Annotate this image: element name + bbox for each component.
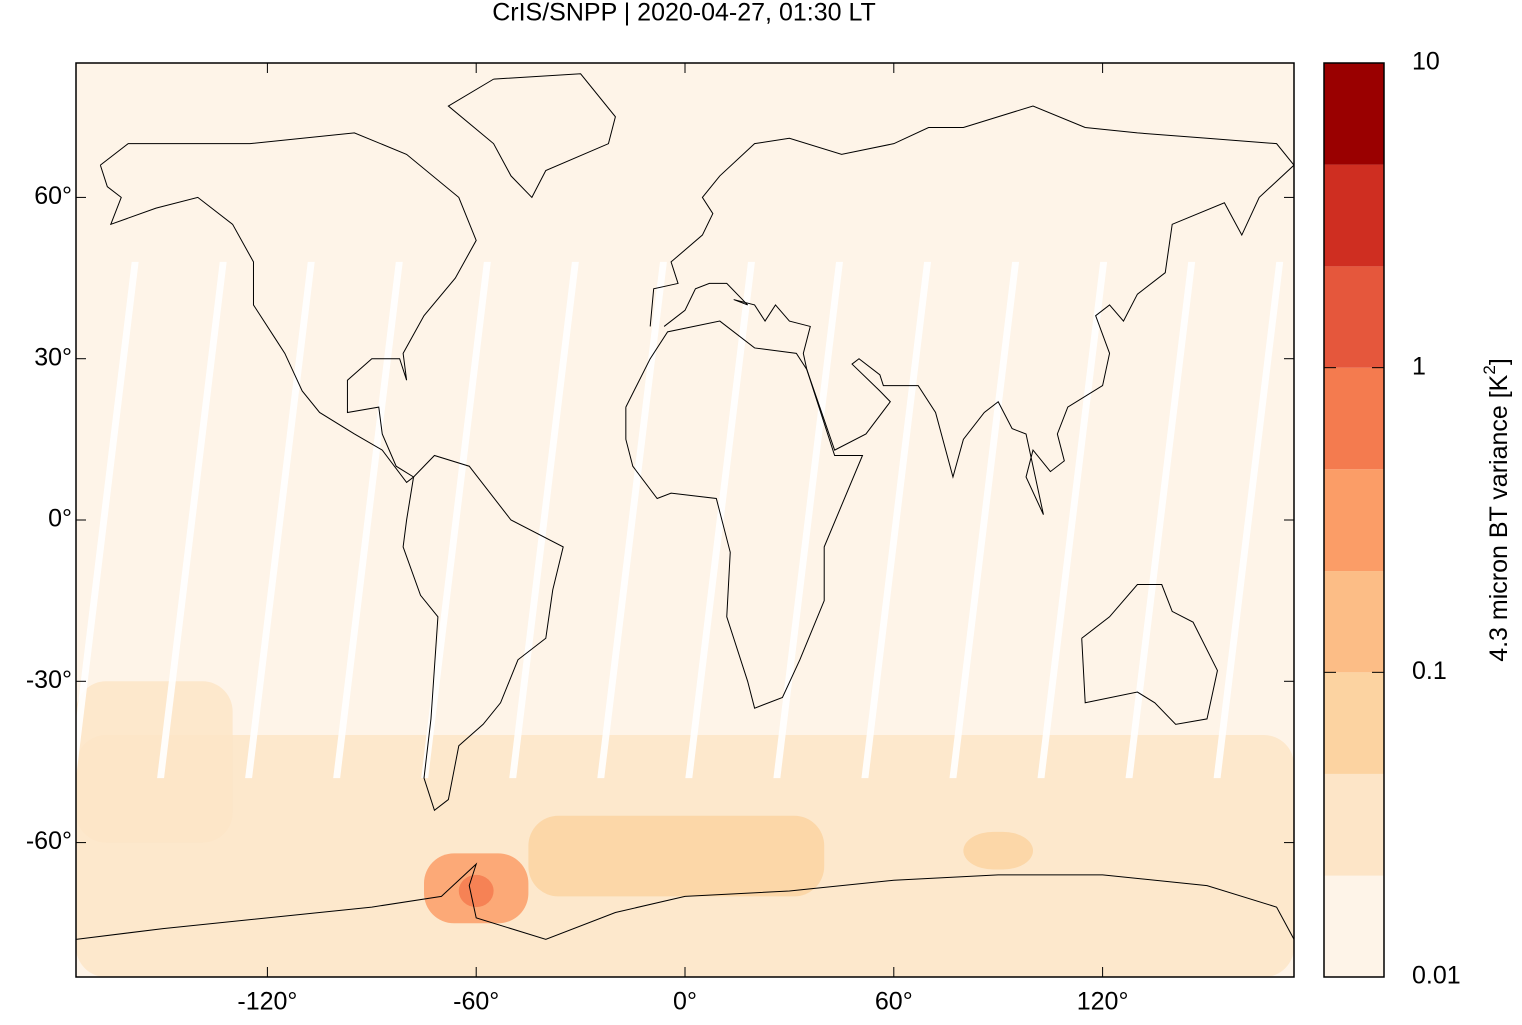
coastline <box>76 862 1294 940</box>
coastline <box>1081 584 1218 725</box>
colorbar-label-part: 4.3 micron BT variance [K <box>1485 374 1513 661</box>
colorbar-label: 4.3 micron BT variance [K2] <box>1480 358 1512 662</box>
colorbar-tick-label: 0.01 <box>1412 962 1461 990</box>
colorbar-band <box>1324 469 1384 572</box>
colorbar-tick-label: 10 <box>1412 48 1440 76</box>
y-tick-label: 0° <box>48 505 72 533</box>
field-patch <box>458 874 494 908</box>
colorbar-band <box>1324 367 1384 470</box>
colorbar-tick-label: 0.1 <box>1412 657 1447 685</box>
x-tick-label: 120° <box>1077 988 1129 1016</box>
swath-gap <box>861 261 932 779</box>
coastline <box>649 105 1294 515</box>
y-tick-label: -30° <box>26 666 72 694</box>
swath-gap <box>1125 261 1196 779</box>
coastline <box>625 320 864 709</box>
swath-gap <box>157 261 227 779</box>
coastline <box>402 454 564 812</box>
map-layer <box>76 63 1294 977</box>
field-patch <box>963 831 1033 870</box>
colorbar-band <box>1324 164 1384 267</box>
colorbar-band <box>1324 672 1384 774</box>
colorbar-tick-label: 1 <box>1412 352 1426 380</box>
y-tick-label: -60° <box>26 827 72 855</box>
x-tick-label: 60° <box>875 988 913 1016</box>
swath-gap <box>333 261 403 779</box>
colorbar-band <box>1324 875 1384 977</box>
coastline <box>447 73 616 199</box>
swath-gap <box>597 261 667 779</box>
y-tick-label: 30° <box>34 343 72 371</box>
y-tick-label: 60° <box>34 182 72 210</box>
swath-gap <box>421 261 491 779</box>
colorbar-band <box>1324 571 1384 673</box>
chart-title: CrIS/SNPP | 2020-04-27, 01:30 LT <box>492 0 876 27</box>
colorbar-label-part: 2 <box>1480 365 1499 374</box>
x-tick-label: -60° <box>453 988 499 1016</box>
x-tick-label: -120° <box>237 988 297 1016</box>
colorbar-band <box>1324 63 1384 165</box>
field-patch <box>528 815 825 897</box>
swath-gap <box>949 261 1020 779</box>
swath-gap <box>76 261 139 779</box>
swath-gap <box>685 261 755 779</box>
swath-gap <box>1037 261 1108 779</box>
colorbar-label-part: ] <box>1485 358 1513 365</box>
colorbar-band <box>1324 773 1384 876</box>
x-tick-label: 0° <box>673 988 697 1016</box>
swath-gap <box>509 261 579 779</box>
swath-gap <box>1213 261 1284 779</box>
field-patch <box>76 681 233 843</box>
swath-gap <box>245 261 315 779</box>
swath-gap <box>773 261 843 779</box>
coastline <box>99 132 477 484</box>
colorbar-frame <box>1323 62 1385 978</box>
colorbar-band <box>1324 266 1384 368</box>
